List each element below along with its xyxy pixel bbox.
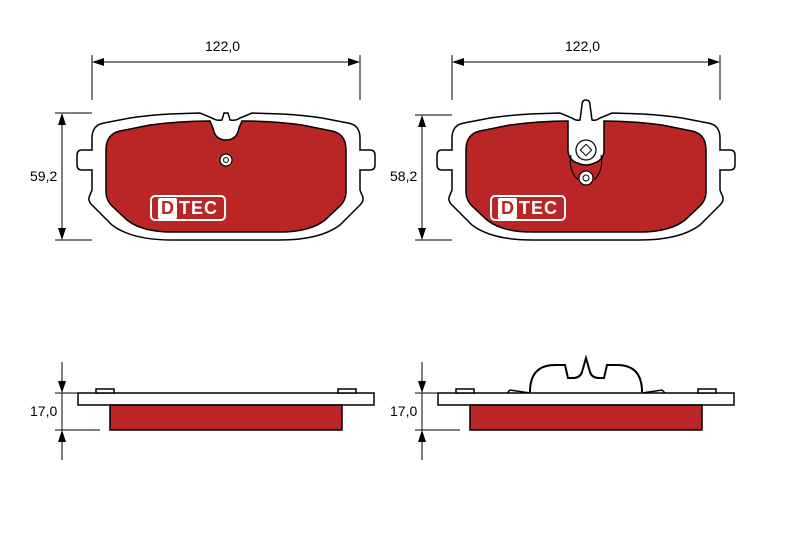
logo-d: D — [498, 198, 517, 219]
diagram-canvas — [0, 0, 800, 533]
right-height-label: 58,2 — [390, 168, 417, 184]
dtec-logo-right: D TEC — [490, 195, 566, 221]
logo-d: D — [158, 198, 177, 219]
right-pad-top — [415, 55, 735, 240]
logo-tec: TEC — [519, 198, 558, 219]
left-width-label: 122,0 — [205, 38, 240, 54]
right-pad-side — [415, 358, 734, 460]
right-width-label: 122,0 — [565, 38, 600, 54]
logo-tec: TEC — [179, 198, 218, 219]
right-thickness-label: 17,0 — [390, 403, 417, 419]
dtec-logo-left: D TEC — [150, 195, 226, 221]
left-pad-side — [55, 362, 374, 460]
left-height-label: 59,2 — [30, 168, 57, 184]
left-thickness-label: 17,0 — [30, 403, 57, 419]
